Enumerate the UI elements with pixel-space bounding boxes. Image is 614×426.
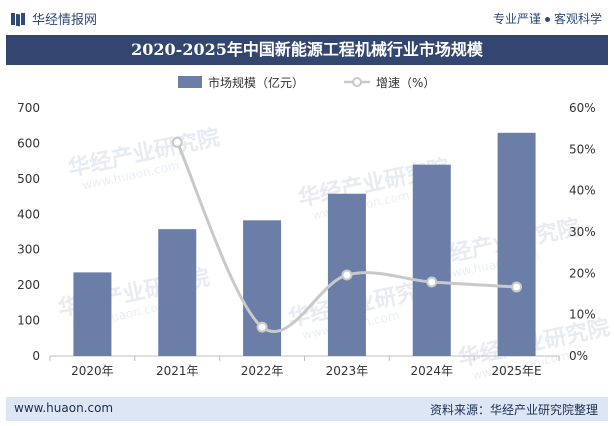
- growth-line: [171, 136, 523, 333]
- bar: [243, 220, 282, 356]
- y-right-tick-label: 40%: [569, 184, 596, 198]
- footer-website: www.huaon.com: [14, 401, 114, 415]
- top-bar: 华经情报网 专业严谨 客观科学: [0, 0, 614, 34]
- chart-title: 2020-2025年中国新能源工程机械行业市场规模: [6, 35, 608, 65]
- y-left-tick-label: 0: [32, 349, 40, 363]
- y-right-tick-label: 60%: [569, 101, 596, 115]
- brand-logo-icon: [11, 12, 25, 26]
- legend: 市场规模（亿元） 增速（%）: [178, 75, 435, 90]
- axes: 0 100 200 300 400 500 600 700 0% 10% 20% 30% 40% 50% 6…: [17, 101, 596, 378]
- legend-line-marker: [352, 77, 362, 87]
- x-tick-label: 2025年E: [492, 364, 542, 378]
- y-left-tick-label: 200: [17, 278, 40, 292]
- bars: [73, 132, 536, 356]
- x-tick-label: 2020年: [71, 364, 114, 378]
- slogan-part2: 客观科学: [553, 12, 602, 26]
- brand-logo: 华经情报网: [10, 9, 97, 28]
- y-left-tick-label: 700: [17, 101, 40, 115]
- x-tick-label: 2022年: [241, 364, 284, 378]
- brand-name: 华经情报网: [32, 13, 98, 28]
- growth-point: [511, 281, 523, 293]
- growth-point: [341, 269, 353, 281]
- y-left-tick-label: 600: [17, 136, 40, 150]
- footer-source: 资料来源：华经产业研究院整理: [429, 403, 598, 417]
- slogan: 专业严谨 客观科学: [493, 10, 602, 27]
- bar: [412, 164, 451, 356]
- y-right-tick-label: 30%: [569, 225, 596, 239]
- y-left-tick-label: 500: [17, 172, 40, 186]
- footer: www.huaon.com 资料来源：华经产业研究院整理: [6, 397, 608, 421]
- growth-point: [171, 136, 183, 148]
- y-left-tick-label: 300: [17, 243, 40, 257]
- y-left-tick-label: 100: [17, 314, 40, 328]
- y-right-tick-label: 50%: [569, 142, 596, 156]
- bar: [497, 132, 536, 356]
- x-tick-label: 2024年: [410, 364, 453, 378]
- slogan-dot-icon: [544, 17, 550, 22]
- legend-bar-swatch: [178, 76, 202, 88]
- growth-point: [256, 321, 268, 333]
- y-right-tick-label: 20%: [569, 266, 596, 280]
- slogan-part1: 专业严谨: [492, 12, 541, 26]
- y-left-tick-label: 400: [17, 207, 40, 221]
- growth-line-path: [175, 141, 517, 333]
- y-right-tick-label: 0%: [569, 349, 588, 363]
- x-tick-label: 2021年: [156, 364, 199, 378]
- legend-bar-label: 市场规模（亿元）: [208, 75, 304, 90]
- bar: [158, 229, 197, 356]
- bar: [73, 272, 112, 356]
- growth-point: [426, 276, 438, 288]
- x-tick-label: 2023年: [326, 364, 369, 378]
- y-right-tick-label: 10%: [569, 308, 596, 322]
- legend-line-label: 增速（%）: [376, 76, 435, 90]
